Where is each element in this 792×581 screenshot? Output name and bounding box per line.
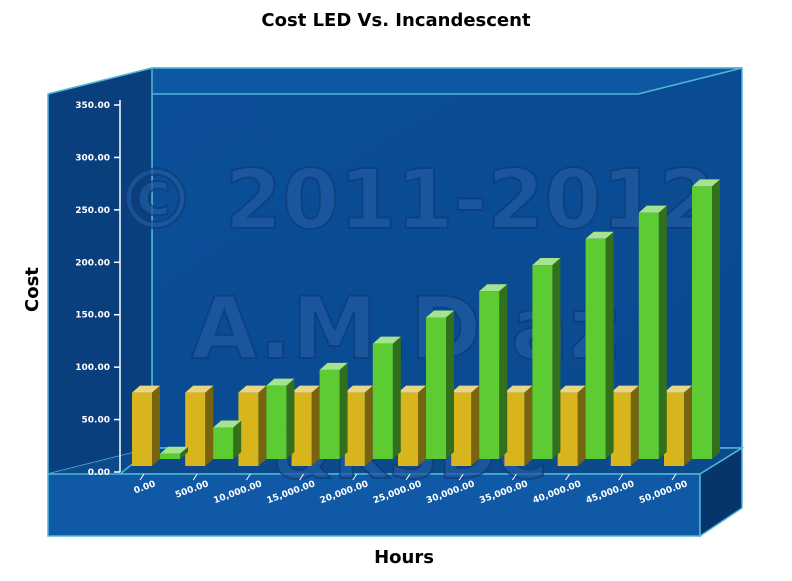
y-tick-label: 350.00 xyxy=(75,101,110,111)
bar xyxy=(132,385,160,466)
bar xyxy=(291,385,320,466)
bar xyxy=(344,385,373,466)
y-axis-ticks: 0.00 50.00 100.00 150.00 200.00 250.00 300.00 3… xyxy=(75,101,120,478)
x-tick-mark xyxy=(671,473,677,481)
y-tick-label: 200.00 xyxy=(75,258,110,268)
y-tick-label: 150.00 xyxy=(75,311,110,321)
bar xyxy=(504,385,533,466)
bar xyxy=(532,258,561,459)
x-tick-mark xyxy=(352,473,358,481)
y-tick-label: 300.00 xyxy=(75,153,110,163)
bar xyxy=(610,385,639,466)
x-axis-label: Hours xyxy=(374,547,434,568)
chart-title: Cost LED Vs. Incandescent xyxy=(261,10,531,31)
base-front xyxy=(47,473,701,537)
bar xyxy=(426,310,454,459)
watermark-text: © 2011-2012 xyxy=(114,153,715,248)
bars xyxy=(132,179,720,466)
x-tick-mark xyxy=(192,473,198,481)
bar xyxy=(266,378,295,459)
x-tick-mark xyxy=(405,473,411,481)
x-tick-mark xyxy=(565,473,571,481)
x-tick-mark xyxy=(618,473,624,481)
base-side xyxy=(699,446,743,538)
bar xyxy=(238,385,267,466)
y-tick-label: 100.00 xyxy=(75,363,110,373)
y-tick-label: 0.00 xyxy=(88,468,110,478)
x-tick-mark xyxy=(511,473,517,481)
bar xyxy=(479,284,508,459)
bar xyxy=(319,362,348,459)
bar xyxy=(398,385,426,466)
bar xyxy=(557,385,586,466)
bar xyxy=(585,231,614,459)
bar xyxy=(451,385,480,466)
bar xyxy=(664,385,692,466)
bar xyxy=(185,385,214,466)
x-tick-mark xyxy=(139,473,145,481)
bar xyxy=(692,179,720,459)
bar xyxy=(372,336,401,459)
bar xyxy=(160,446,188,459)
x-tick-mark xyxy=(245,473,251,481)
y-tick-label: 250.00 xyxy=(75,206,110,216)
x-tick-mark xyxy=(458,473,464,481)
bar xyxy=(638,205,667,459)
x-tick-mark xyxy=(299,473,305,481)
bar xyxy=(213,420,242,459)
y-tick-label: 50.00 xyxy=(82,416,110,426)
